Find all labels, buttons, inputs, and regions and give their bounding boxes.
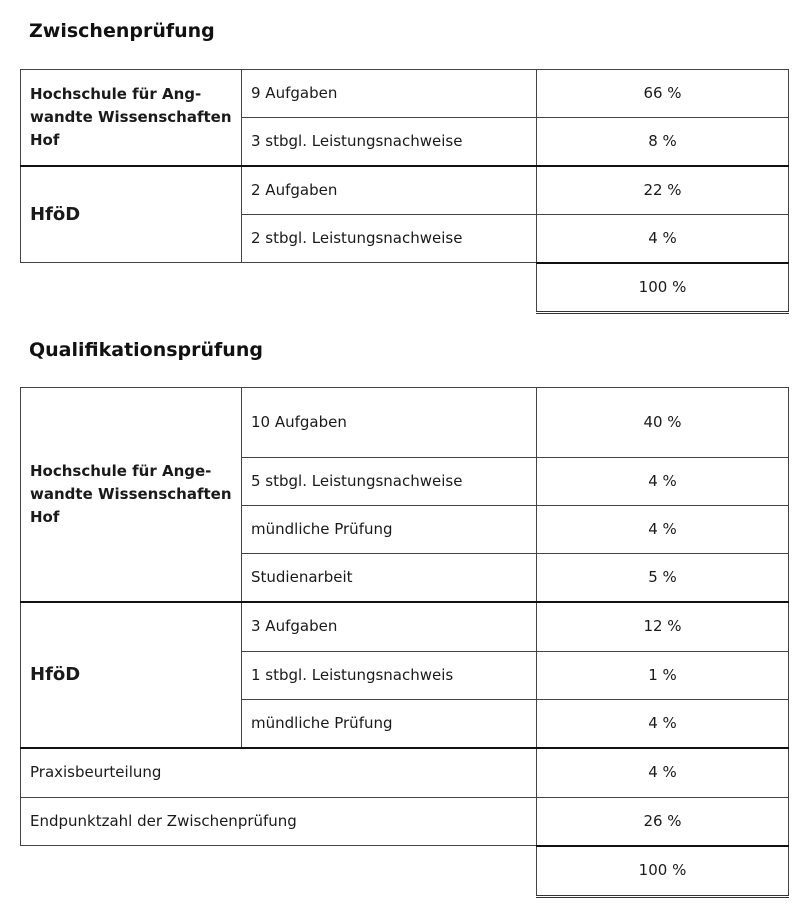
row-value: 5 %	[536, 553, 789, 602]
institution-hfod: HföD	[20, 600, 242, 748]
table-row: HföD 3 Aufgaben 12 %	[20, 600, 789, 748]
row-label: 5 stbgl. Leistungsnachweise	[241, 457, 537, 506]
row-value: 4 %	[536, 505, 789, 554]
zwischenpruefung-title: Zwischenprüfung	[29, 20, 215, 42]
endpunkt-label: Endpunktzahl der Zwischenprüfung	[20, 797, 537, 846]
row-label: 3 stbgl. Leistungsnachweise	[241, 117, 537, 166]
row-label: 2 Aufgaben	[241, 164, 537, 215]
praxis-label: Praxisbeurteilung	[20, 746, 537, 798]
institution-hof: Hochschule für Ange-wandte Wissenschafte…	[20, 387, 242, 602]
row-value: 4 %	[536, 214, 789, 263]
row-label: mündliche Prüfung	[241, 699, 537, 748]
row-value: 8 %	[536, 117, 789, 166]
table-row: mündliche Prüfung 4 %	[21, 699, 789, 748]
table-row: Studienarbeit 5 %	[21, 553, 789, 602]
table-row: Praxisbeurteilung 4 %	[20, 746, 789, 798]
row-label: 1 stbgl. Leistungsnachweis	[241, 651, 537, 700]
row-label: 2 stbgl. Leistungsnachweise	[241, 214, 537, 263]
table-row: 3 stbgl. Leistungsnachweise 8 %	[21, 117, 789, 166]
qualifikationspruefung-table: Hochschule für Ange-wandte Wissenschafte…	[20, 387, 789, 898]
row-label: 3 Aufgaben	[241, 600, 537, 652]
total-value: 100 %	[536, 261, 789, 314]
qualifikationspruefung-title: Qualifikationsprüfung	[29, 339, 263, 361]
table-row: mündliche Prüfung 4 %	[21, 505, 789, 554]
row-value: 40 %	[536, 387, 789, 458]
total-row: 100 %	[21, 844, 789, 898]
total-value: 100 %	[536, 844, 789, 898]
row-value: 4 %	[536, 457, 789, 506]
row-value: 66 %	[536, 69, 789, 118]
table-row: Hochschule für Ange-wandte Wissenschafte…	[20, 387, 789, 602]
table-row: 5 stbgl. Leistungsnachweise 4 %	[21, 457, 789, 506]
row-value: 1 %	[536, 651, 789, 700]
table-row: 1 stbgl. Leistungsnachweis 1 %	[21, 651, 789, 700]
row-value: 12 %	[536, 600, 789, 652]
row-value: 4 %	[536, 699, 789, 748]
institution-hof: Hochschule für Ang-wandte Wissenschaften…	[20, 69, 242, 166]
zwischenpruefung-table: Hochschule für Ang-wandte Wissenschaften…	[20, 69, 789, 314]
table-row: Hochschule für Ang-wandte Wissenschaften…	[20, 69, 789, 166]
row-label: 9 Aufgaben	[241, 69, 537, 118]
total-row: 100 %	[21, 261, 789, 314]
row-value: 22 %	[536, 164, 789, 215]
row-label: 10 Aufgaben	[241, 387, 537, 458]
empty-cell	[21, 263, 537, 313]
table-row: HföD 2 Aufgaben 22 %	[20, 164, 789, 263]
table-row: Endpunktzahl der Zwischenprüfung 26 %	[20, 797, 789, 846]
table-row: 2 stbgl. Leistungsnachweise 4 %	[21, 214, 789, 263]
institution-hfod: HföD	[20, 164, 242, 263]
praxis-value: 4 %	[536, 746, 789, 798]
empty-cell	[21, 846, 537, 897]
endpunkt-value: 26 %	[536, 797, 789, 846]
row-label: mündliche Prüfung	[241, 505, 537, 554]
row-label: Studienarbeit	[241, 553, 537, 602]
